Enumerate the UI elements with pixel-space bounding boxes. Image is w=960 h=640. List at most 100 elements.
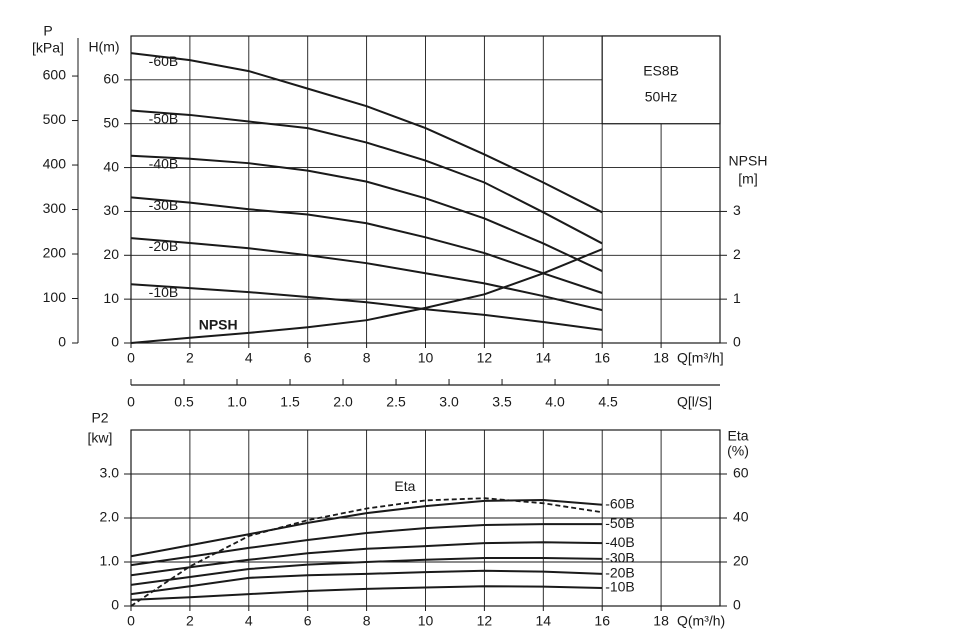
x2-tick-label: 0.5 [174,394,194,410]
curve-label: -60B [605,496,635,512]
x-tick-label: 18 [653,613,669,629]
x2-tick-label: 2.0 [333,394,353,410]
y-axis-unit: [kw] [88,430,113,446]
y2-axis-unit: (%) [727,443,749,459]
curve-label: -40B [149,155,179,171]
curve-label: -20B [149,238,179,254]
y2-tick-label: 0 [733,334,741,350]
y2-tick-label: 1 [733,290,741,306]
p-tick-label: 400 [43,156,67,172]
x-tick-label: 2 [186,613,194,629]
x2-axis-label: Q[l/S] [677,394,712,410]
x2-tick-label: 3.5 [492,394,512,410]
x-axis-label: Q[m³/h] [677,350,724,366]
x2-tick-label: 1.0 [227,394,247,410]
y2-tick-label: 60 [733,465,749,481]
p-tick-label: 200 [43,245,67,261]
y2-tick-label: 20 [733,553,749,569]
p-tick-label: 0 [58,334,66,350]
curve-label: -30B [149,197,179,213]
curve-label: -50B [149,110,179,126]
x-tick-label: 6 [304,613,312,629]
x2-tick-label: 2.5 [386,394,406,410]
curve [130,498,603,558]
y-tick-label: 60 [103,71,119,87]
curve-label: -10B [605,579,635,595]
y-tick-label: 0 [111,597,119,613]
y2-axis-label: NPSH [729,153,768,169]
curve-label: Eta [394,478,415,494]
y-axis-label: H(m) [88,39,119,55]
x-tick-label: 4 [245,613,253,629]
x-tick-label: 8 [363,350,371,366]
y-tick-label: 50 [103,114,119,130]
x-tick-label: 8 [363,613,371,629]
x-tick-label: 0 [127,350,135,366]
x2-tick-label: 3.0 [439,394,459,410]
y-tick-label: 10 [103,290,119,306]
y-tick-label: 0 [111,334,119,350]
x-tick-label: 6 [304,350,312,366]
p-tick-label: 500 [43,111,67,127]
x-tick-label: 2 [186,350,194,366]
x-tick-label: 12 [477,613,493,629]
curve [130,585,603,601]
chart-subtitle: 50Hz [645,89,678,105]
y2-axis-label: Eta [727,428,748,444]
curve [130,283,603,331]
p-tick-label: 100 [43,289,67,305]
curve [130,523,603,567]
x-tick-label: 16 [594,613,610,629]
curve-label: -20B [605,565,635,581]
curve-label: -50B [605,515,635,531]
y2-tick-label: 3 [733,202,741,218]
x-tick-label: 14 [536,350,552,366]
x-tick-label: 0 [127,613,135,629]
y2-tick-label: 2 [733,246,741,262]
x-tick-label: 18 [653,350,669,366]
curve-label: -60B [149,53,179,69]
x-tick-label: 14 [536,613,552,629]
curve [130,541,603,577]
curve [130,248,603,344]
chart-title: ES8B [643,63,679,79]
curve [130,52,603,214]
curve [130,497,603,607]
curve [130,196,603,294]
y-tick-label: 2.0 [100,509,120,525]
curve [130,154,603,272]
y-tick-label: 20 [103,246,119,262]
title-box [601,35,721,125]
curve [130,569,603,596]
curve-label: -30B [605,550,635,566]
p-tick-label: 300 [43,200,67,216]
curve [130,237,603,312]
x-tick-label: 12 [477,350,493,366]
curve [130,109,603,245]
x-tick-label: 10 [418,613,434,629]
y-tick-label: 3.0 [100,465,120,481]
curve-label: -10B [149,284,179,300]
x2-tick-label: 0 [127,394,135,410]
curve-label: NPSH [199,316,238,332]
x-tick-label: 4 [245,350,253,366]
p-tick-label: 600 [43,67,67,83]
y-tick-label: 30 [103,202,119,218]
y2-tick-label: 40 [733,509,749,525]
y-tick-label: 1.0 [100,553,120,569]
x-axis-label: Q(m³/h) [677,613,725,629]
x2-tick-label: 4.5 [598,394,618,410]
p-axis-unit: [kPa] [32,40,64,56]
curve [130,557,603,586]
x-tick-label: 10 [418,350,434,366]
y-tick-label: 40 [103,158,119,174]
y2-axis-unit: [m] [738,171,757,187]
y-axis-label: P2 [91,410,108,426]
x-tick-label: 16 [594,350,610,366]
curve-label: -40B [605,534,635,550]
x2-tick-label: 1.5 [280,394,300,410]
p-axis-label: P [43,23,52,39]
y2-tick-label: 0 [733,597,741,613]
x2-tick-label: 4.0 [545,394,565,410]
